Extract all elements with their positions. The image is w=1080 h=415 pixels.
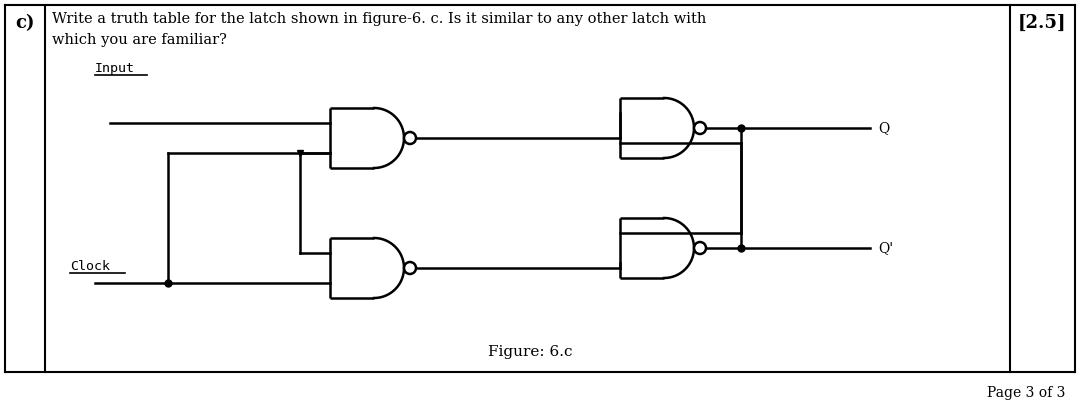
Text: Clock: Clock (70, 260, 110, 273)
Circle shape (694, 242, 706, 254)
Text: c): c) (15, 14, 35, 32)
Text: which you are familiar?: which you are familiar? (52, 33, 227, 47)
Text: Q': Q' (878, 241, 893, 255)
Circle shape (694, 122, 706, 134)
Text: [2.5]: [2.5] (1017, 14, 1066, 32)
Text: Figure: 6.c: Figure: 6.c (488, 345, 572, 359)
Text: Write a truth table for the latch shown in figure-6. c. Is it similar to any oth: Write a truth table for the latch shown … (52, 12, 706, 26)
Circle shape (404, 262, 416, 274)
Circle shape (404, 132, 416, 144)
Text: Q: Q (878, 121, 889, 135)
Text: Input: Input (95, 62, 135, 75)
Text: Page 3 of 3: Page 3 of 3 (987, 386, 1065, 400)
